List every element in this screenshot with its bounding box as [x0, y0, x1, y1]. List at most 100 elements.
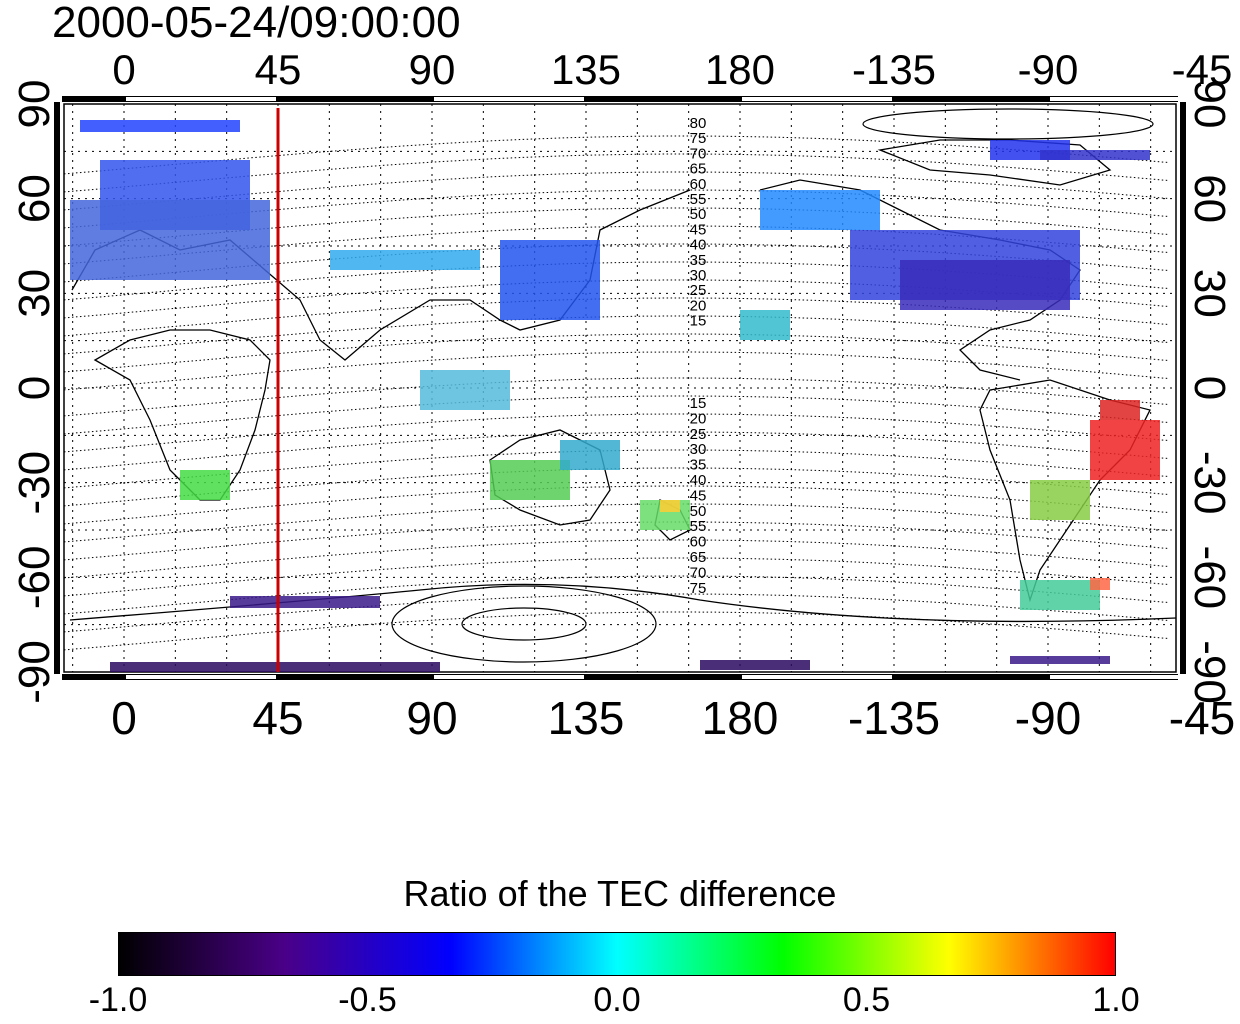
tec-data-patch: [1090, 578, 1110, 590]
contour-line: [63, 333, 1169, 373]
lon-tick-top: -45: [1172, 46, 1233, 93]
south-pole-contour: [461, 607, 587, 641]
south-pole-contour: [391, 585, 657, 663]
tec-data-patch: [1030, 480, 1090, 520]
colorbar-tick-label: -1.0: [88, 981, 148, 1019]
lat-tick-right: -90: [1185, 640, 1234, 704]
lat-tick-right: 30: [1185, 269, 1234, 318]
tec-data-patch: [560, 440, 620, 470]
colorbar-tick-label: -0.5: [338, 981, 397, 1019]
tec-data-patch: [740, 310, 790, 340]
lon-tick-top: 90: [409, 46, 456, 93]
contour-line: [63, 279, 1169, 319]
contour-line: [63, 431, 1169, 471]
tec-map: 8075706560555045403530252015152025303540…: [10, 46, 1235, 744]
map-title: 2000-05-24/09:00:00: [52, 0, 461, 47]
contour-label-south: 75: [690, 580, 707, 597]
bottom-axis-gap: [742, 675, 892, 679]
contour-line: [63, 315, 1169, 355]
lat-tick-left: -60: [10, 546, 59, 610]
lon-tick-bottom: 90: [406, 692, 457, 744]
lat-tick-right: 60: [1185, 174, 1234, 223]
coastline: [489, 429, 611, 526]
lat-tick-right: 90: [1185, 80, 1234, 129]
lon-tick-top: 135: [551, 46, 621, 93]
tec-data-patch: [70, 200, 270, 280]
contour-label-south: 35: [690, 457, 707, 474]
lat-tick-left: -30: [10, 451, 59, 515]
contour-label-south: 55: [690, 518, 707, 535]
tec-data-patch: [1010, 656, 1110, 664]
contour-label-north: 30: [690, 267, 707, 284]
lon-tick-top: -135: [852, 46, 936, 93]
tec-data-patch: [420, 370, 510, 410]
contour-line: [63, 351, 1169, 391]
contour-line: [63, 485, 1169, 525]
tec-data-patch: [1020, 580, 1100, 610]
contour-line: [63, 611, 1169, 651]
contour-label-north: 45: [690, 221, 707, 238]
tec-data-patch: [760, 190, 880, 230]
contour-label-south: 60: [690, 534, 707, 551]
contour-label-north: 15: [690, 313, 707, 330]
contour-label-north: 35: [690, 252, 707, 269]
tec-data-patch: [80, 120, 240, 132]
contour-label-south: 45: [690, 487, 707, 504]
bottom-axis-gap: [434, 675, 584, 679]
contour-line: [63, 377, 1169, 417]
contour-line: [63, 395, 1169, 435]
lon-tick-top: 180: [705, 46, 775, 93]
colorbar: [118, 932, 1116, 976]
lat-tick-right: -30: [1185, 451, 1234, 515]
contour-label-north: 20: [690, 297, 707, 314]
contour-line: [63, 593, 1169, 633]
lon-tick-bottom: -45: [1169, 692, 1235, 744]
contour-label-north: 55: [690, 191, 707, 208]
bottom-axis-gap: [1050, 675, 1200, 679]
colorbar-tick-label: 1.0: [1092, 981, 1140, 1019]
contour-line: [63, 521, 1169, 561]
tec-data-patch: [660, 500, 680, 512]
contour-label-north: 40: [690, 237, 707, 254]
lon-tick-bottom: -90: [1015, 692, 1081, 744]
contour-label-south: 70: [690, 564, 707, 581]
contour-line: [63, 413, 1169, 453]
contour-line: [63, 503, 1169, 543]
contour-line: [63, 297, 1169, 337]
right-axis-bar: [1180, 102, 1186, 674]
lat-tick-left: 90: [10, 80, 59, 129]
lon-tick-bottom: 45: [252, 692, 303, 744]
tec-data-patch: [500, 240, 600, 320]
lat-tick-left: 0: [10, 376, 59, 400]
tec-data-patch: [1040, 150, 1150, 160]
bottom-axis-gap: [126, 675, 276, 679]
contour-label-south: 25: [690, 426, 707, 443]
contour-line: [63, 135, 1169, 175]
tec-data-patch: [230, 596, 380, 608]
contour-label-south: 65: [690, 549, 707, 566]
contour-label-north: 65: [690, 161, 707, 178]
lat-tick-right: -60: [1185, 546, 1234, 610]
contour-label-north: 60: [690, 176, 707, 193]
lon-tick-bottom: 180: [702, 692, 779, 744]
contour-label-south: 50: [690, 503, 707, 520]
tec-data-patch: [1090, 420, 1160, 480]
bottom-axis-bar: [62, 674, 1178, 680]
left-axis-bar: [54, 102, 60, 674]
colorbar-tick-label: 0.0: [593, 981, 641, 1019]
lon-tick-top: -90: [1018, 46, 1079, 93]
coastline: [877, 139, 1112, 186]
tec-data-patch: [1100, 400, 1140, 420]
tec-data-patch: [700, 660, 810, 670]
contour-label-south: 40: [690, 472, 707, 489]
tec-data-patch: [900, 260, 1070, 310]
contour-line: [63, 261, 1169, 301]
lon-tick-bottom: 0: [111, 692, 137, 744]
contour-label-south: 15: [690, 395, 707, 412]
tec-data-patch: [490, 460, 570, 500]
contour-label-north: 70: [690, 145, 707, 162]
contour-label-south: 30: [690, 441, 707, 458]
top-axis-bar: [62, 96, 1178, 102]
coastline: [93, 329, 271, 501]
lon-tick-bottom: 135: [548, 692, 625, 744]
